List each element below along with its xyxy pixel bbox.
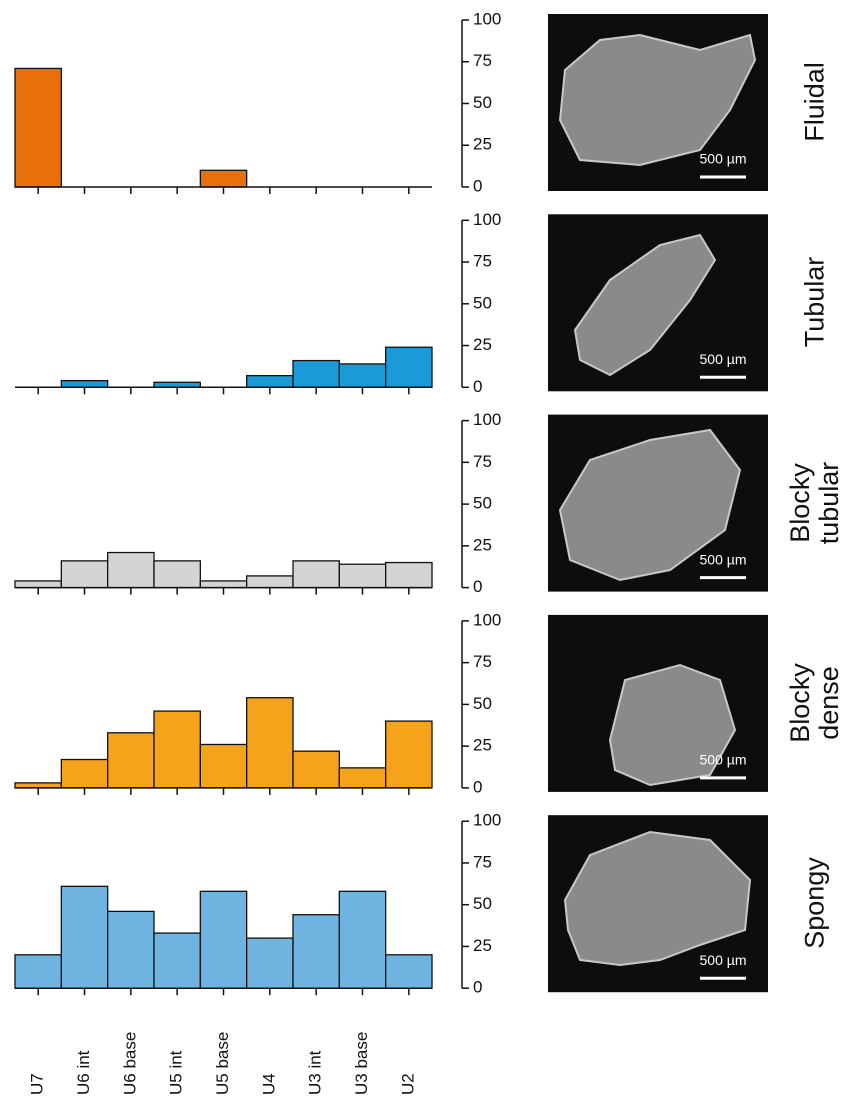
particle	[608, 663, 737, 787]
bar	[246, 374, 294, 388]
panel-label: Blocky dense	[785, 663, 844, 743]
bar	[199, 580, 248, 589]
scale-label: 500 µm	[700, 151, 747, 167]
bar	[385, 346, 433, 388]
bar	[14, 954, 62, 989]
y-tick-label: 0	[473, 978, 482, 997]
bar	[385, 954, 433, 989]
bar	[199, 743, 248, 789]
bar	[385, 561, 433, 589]
bar	[153, 710, 201, 789]
y-tick-label: 25	[473, 535, 492, 554]
bar	[153, 932, 201, 989]
bar	[338, 363, 387, 388]
bar	[107, 910, 155, 989]
bar	[292, 914, 340, 989]
x-tick-label: U3 int	[306, 1050, 325, 1095]
bar	[292, 560, 340, 589]
y-tick-label: 25	[473, 335, 492, 354]
y-tick-label: 50	[473, 694, 492, 713]
x-tick-label: U3 base	[352, 1032, 371, 1095]
particle	[558, 428, 742, 582]
y-tick-label: 75	[473, 852, 492, 871]
bar	[338, 767, 387, 789]
scale-label: 500 µm	[700, 752, 747, 768]
bar	[60, 758, 109, 789]
bar	[338, 563, 387, 589]
y-tick-label: 0	[473, 176, 482, 195]
y-tick-label: 100	[473, 410, 501, 429]
bar	[14, 782, 62, 789]
bar	[153, 381, 201, 388]
y-tick-label: 0	[473, 777, 482, 796]
bar	[60, 560, 109, 589]
panel-label: Blocky tubular	[785, 461, 844, 544]
scale-label: 500 µm	[700, 952, 747, 968]
bar	[199, 169, 248, 188]
y-tick-label: 100	[473, 610, 501, 629]
y-tick-label: 100	[473, 811, 501, 830]
bar	[246, 937, 294, 989]
particle	[563, 830, 752, 967]
panel-label: Spongy	[799, 857, 830, 949]
bar	[153, 560, 201, 589]
scale-label: 500 µm	[700, 351, 747, 367]
x-tick-label: U7	[28, 1073, 47, 1095]
bar	[14, 580, 62, 589]
y-tick-label: 25	[473, 135, 492, 154]
bar	[60, 379, 109, 388]
x-tick-label: U6 int	[74, 1050, 93, 1095]
y-tick-label: 50	[473, 894, 492, 913]
x-tick-label: U5 base	[213, 1032, 232, 1095]
bar	[385, 720, 433, 789]
y-tick-label: 25	[473, 936, 492, 955]
scale-label: 500 µm	[700, 551, 747, 567]
bar	[338, 890, 387, 989]
bar	[60, 885, 109, 989]
bar	[246, 697, 294, 789]
x-tick-label: U5 int	[167, 1050, 186, 1095]
y-tick-label: 75	[473, 51, 492, 70]
y-tick-label: 75	[473, 652, 492, 671]
y-tick-label: 50	[473, 494, 492, 513]
y-tick-label: 100	[473, 210, 501, 229]
bar	[107, 732, 155, 789]
panel-label: Fluidal	[799, 62, 830, 142]
y-tick-label: 0	[473, 577, 482, 596]
y-tick-label: 25	[473, 736, 492, 755]
bar	[292, 359, 340, 388]
x-tick-label: U6 base	[120, 1032, 139, 1095]
panel-label: Tubular	[799, 257, 830, 348]
y-tick-label: 100	[473, 9, 501, 28]
bar	[246, 575, 294, 589]
particle	[573, 233, 717, 377]
y-tick-label: 50	[473, 93, 492, 112]
x-tick-label: U2	[398, 1073, 417, 1095]
y-tick-label: 50	[473, 293, 492, 312]
x-tick-label: U4	[259, 1073, 278, 1095]
bar	[107, 551, 155, 589]
bar	[292, 750, 340, 789]
particle	[558, 33, 757, 167]
bar	[14, 67, 62, 188]
y-tick-label: 75	[473, 452, 492, 471]
bar	[199, 890, 248, 989]
y-tick-label: 0	[473, 377, 482, 396]
y-tick-label: 75	[473, 252, 492, 271]
